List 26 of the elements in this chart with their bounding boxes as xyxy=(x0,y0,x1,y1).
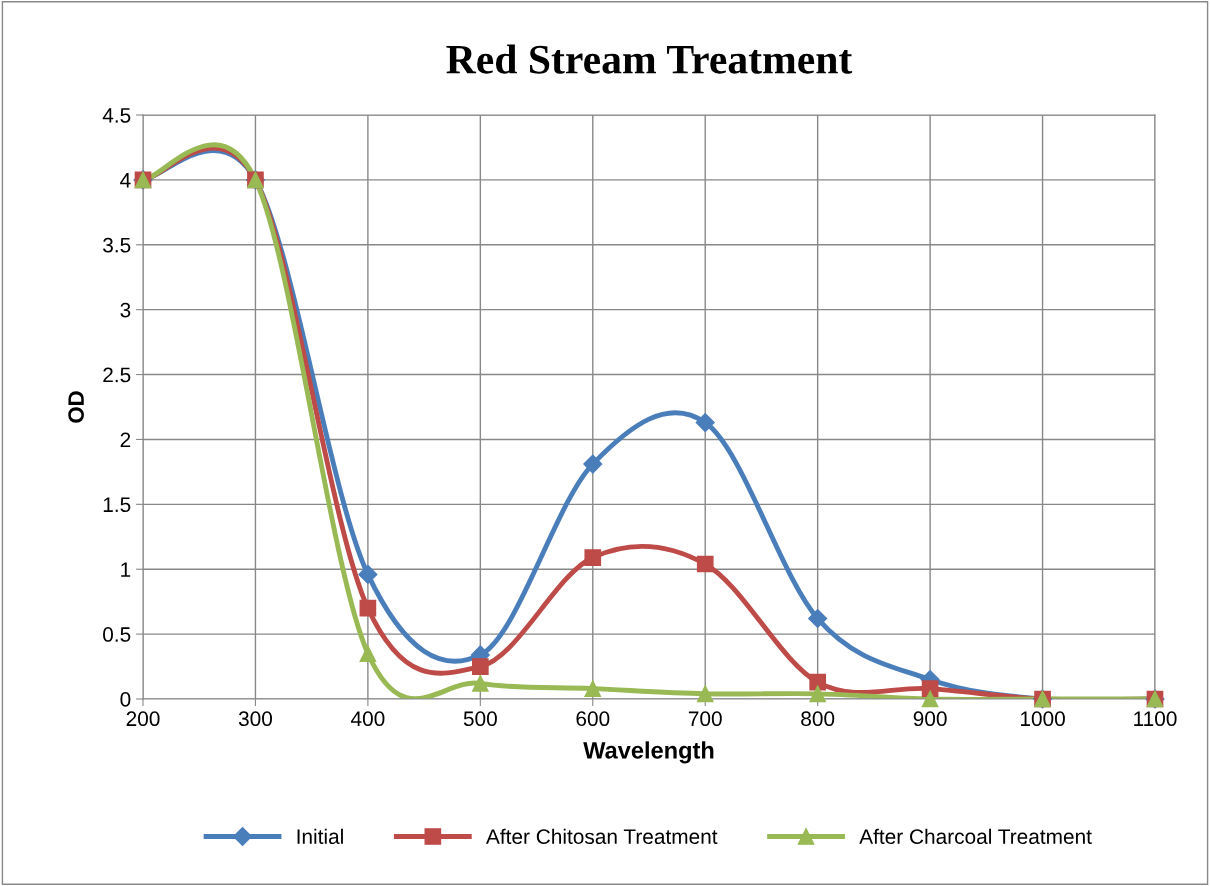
x-tick-label: 900 xyxy=(913,711,947,727)
y-tick-label: 4 xyxy=(120,173,131,188)
y-tick-label: 4.5 xyxy=(102,108,131,123)
y-tick-label: 2 xyxy=(120,432,131,447)
y-tick-label: 3 xyxy=(120,302,131,318)
x-tick-label: 500 xyxy=(463,711,497,727)
x-tick-label: 1100 xyxy=(1134,711,1177,727)
y-tick-label: 0.5 xyxy=(103,627,131,642)
legend-label: After Chitosan Treatment xyxy=(486,828,718,845)
y-tick-label: 1.5 xyxy=(103,497,131,513)
x-tick-label: 1000 xyxy=(1020,711,1065,727)
y-tick-label: 3.5 xyxy=(103,237,131,253)
chart-title: Red Stream Treatment xyxy=(446,44,853,74)
x-tick-label: 700 xyxy=(688,711,722,727)
x-tick-label: 600 xyxy=(576,711,610,727)
x-axis-title: Wavelength xyxy=(583,741,714,764)
y-tick-label: 2.5 xyxy=(103,367,131,383)
legend-label: After Charcoal Treatment xyxy=(859,828,1092,845)
legend-label: Initial xyxy=(297,828,343,845)
y-axis-title: OD xyxy=(68,391,84,423)
x-tick-label: 300 xyxy=(238,711,273,727)
x-tick-label: 200 xyxy=(126,711,160,727)
x-tick-label: 800 xyxy=(801,711,835,727)
x-tick-label: 400 xyxy=(350,711,385,727)
y-tick-label: 1 xyxy=(121,562,131,577)
y-tick-label: 0 xyxy=(120,692,131,707)
